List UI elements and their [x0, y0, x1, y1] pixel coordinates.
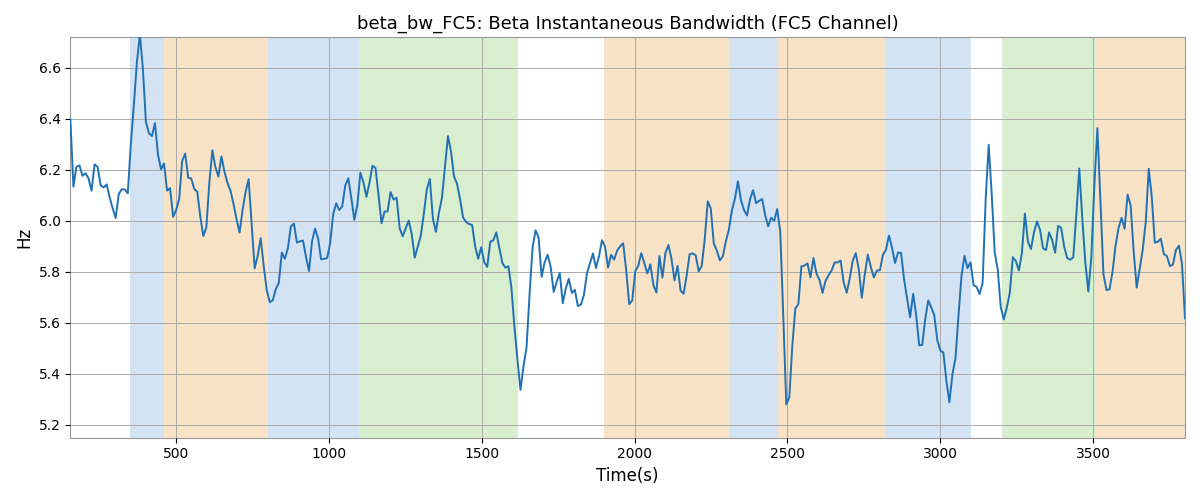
X-axis label: Time(s): Time(s) — [596, 467, 659, 485]
Bar — [886, 38, 971, 438]
Bar — [268, 38, 359, 438]
Title: beta_bw_FC5: Beta Instantaneous Bandwidth (FC5 Channel): beta_bw_FC5: Beta Instantaneous Bandwidt… — [356, 15, 899, 34]
Bar — [1002, 38, 1097, 438]
Bar — [1097, 38, 1186, 438]
Bar — [359, 38, 518, 438]
Bar — [604, 38, 730, 438]
Bar — [130, 38, 163, 438]
Y-axis label: Hz: Hz — [14, 227, 32, 248]
Bar — [163, 38, 268, 438]
Bar — [730, 38, 779, 438]
Bar — [779, 38, 886, 438]
